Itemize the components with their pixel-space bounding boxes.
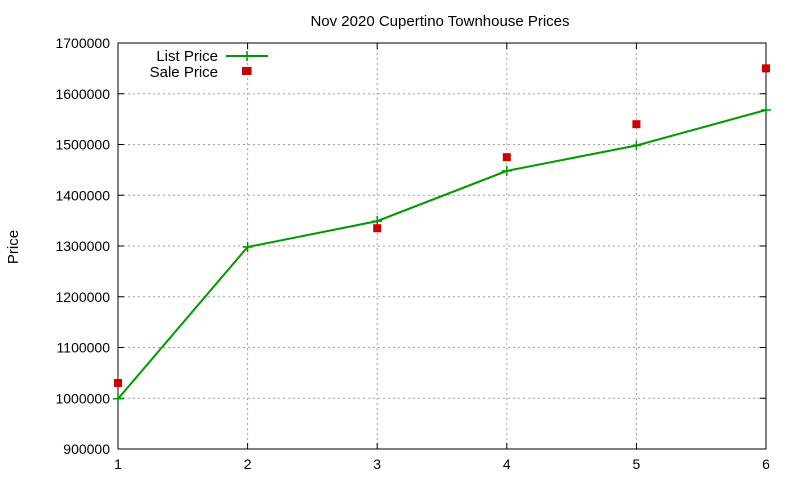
- list-price-point: [501, 165, 512, 176]
- sale-price-point: [762, 64, 770, 73]
- y-tick-label: 1600000: [55, 86, 110, 102]
- sale-price-point: [502, 153, 511, 162]
- y-tick-label: 1200000: [55, 289, 110, 305]
- x-tick-label: 3: [373, 456, 381, 472]
- x-tick-label: 5: [633, 456, 641, 472]
- y-tick-label: 1000000: [55, 390, 110, 406]
- list-price-point: [631, 140, 642, 151]
- series-line-list-price: [117, 109, 767, 400]
- x-tick-label: 4: [503, 456, 511, 472]
- grid: [118, 43, 766, 449]
- y-tick-label: 1400000: [55, 187, 110, 203]
- legend: List Price Sale Price: [150, 48, 268, 81]
- list-price-point: [242, 242, 253, 253]
- y-tick-label: 1500000: [55, 137, 110, 153]
- sale-price-point: [373, 224, 382, 233]
- y-axis-label: Price: [5, 230, 22, 264]
- legend-label-list-price: List Price: [156, 48, 218, 65]
- legend-marker-sale-price: [242, 67, 250, 75]
- x-axis-ticks: 1 2 3 4 5 6: [114, 43, 770, 472]
- y-tick-label: 1700000: [55, 35, 110, 51]
- x-tick-label: 1: [114, 456, 122, 472]
- list-price-point: [761, 104, 771, 115]
- y-tick-label: 900000: [63, 441, 110, 457]
- list-price-point: [113, 393, 123, 404]
- x-tick-label: 6: [762, 456, 770, 472]
- x-tick-label: 2: [244, 456, 252, 472]
- y-tick-label: 1300000: [55, 238, 110, 254]
- legend-marker-list-price: [242, 51, 252, 61]
- sale-price-point: [114, 379, 122, 388]
- y-tick-label: 1100000: [57, 340, 111, 356]
- legend-label-sale-price: Sale Price: [150, 64, 218, 81]
- y-axis-ticks: 900000 1000000 1100000 1200000 1300000 140000…: [55, 35, 766, 457]
- sale-price-point: [632, 120, 641, 129]
- chart-title: Nov 2020 Cupertino Townhouse Prices: [310, 13, 569, 30]
